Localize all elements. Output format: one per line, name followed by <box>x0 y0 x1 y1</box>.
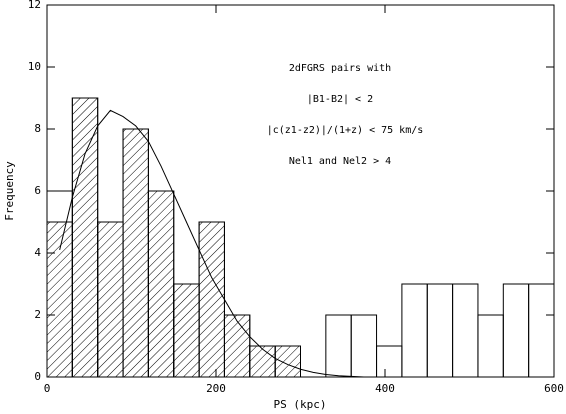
bar <box>173 283 200 378</box>
bar <box>97 221 124 378</box>
bar <box>426 283 454 378</box>
curve <box>59 109 364 378</box>
annotation: Nel1 and Nel2 > 4 <box>289 156 391 167</box>
bar <box>401 283 428 378</box>
y-tick-label: 6 <box>34 184 41 197</box>
bar <box>198 221 225 378</box>
x-tick-label: 400 <box>375 382 395 395</box>
bar <box>147 190 175 378</box>
bar <box>122 128 149 378</box>
bar <box>249 345 276 378</box>
x-axis-label: PS (kpc) <box>274 398 327 411</box>
x-tick-label: 0 <box>44 382 51 395</box>
bar <box>376 345 403 378</box>
bar <box>46 221 73 378</box>
bar <box>325 314 352 378</box>
bar <box>452 283 479 378</box>
annotation: 2dFGRS pairs with <box>289 63 391 74</box>
x-tick-label: 200 <box>206 382 226 395</box>
annotation: |B1-B2| < 2 <box>307 94 373 105</box>
bar <box>71 97 99 378</box>
bar <box>274 345 301 378</box>
x-tick-label: 600 <box>544 382 564 395</box>
bar <box>350 314 378 378</box>
bar <box>528 283 555 378</box>
y-tick-label: 10 <box>28 60 41 73</box>
bar <box>274 345 301 378</box>
bar <box>477 314 504 378</box>
y-tick-label: 2 <box>34 308 41 321</box>
y-axis-label: Frequency <box>3 161 16 221</box>
bar <box>502 283 530 378</box>
y-tick-label: 8 <box>34 122 41 135</box>
y-tick-label: 4 <box>34 246 41 259</box>
annotation: |c(z1-z2)|/(1+z) < 75 km/s <box>267 125 424 136</box>
bar <box>223 314 251 378</box>
y-tick-label: 0 <box>34 370 41 383</box>
y-tick-label: 12 <box>28 0 41 11</box>
